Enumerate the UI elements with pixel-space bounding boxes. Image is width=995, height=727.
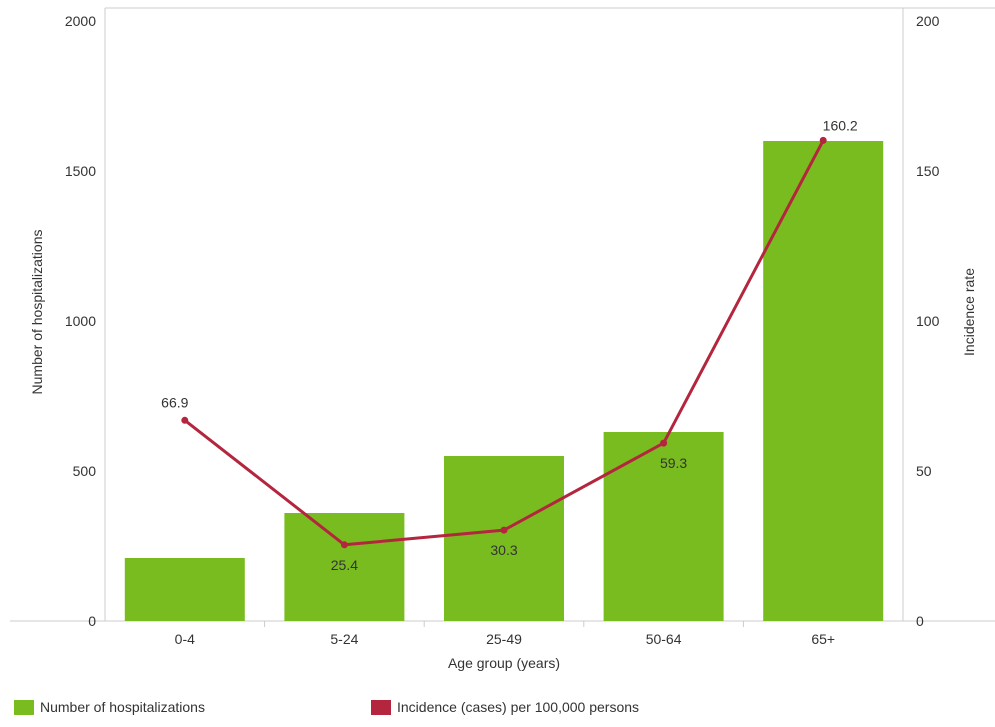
bar-0-4 [124,558,245,621]
y-right-tick-label: 150 [916,163,940,179]
incidence-point-0-4 [181,416,189,424]
x-tick-label-0-4: 0-4 [175,631,195,647]
y-axis-left-title: Number of hospitalizations [29,230,45,395]
y-left-tick-label: 1000 [65,313,96,329]
legend-swatch-incidence [371,699,391,715]
data-label-5-24: 25.4 [331,557,358,573]
ticks-layer: 0-4 5-24 25-49 50-64 65+ 0 500 1000 1500 2000 0 50 1… [65,13,940,647]
incidence-point-50-64 [660,439,668,447]
data-label-0-4: 66.9 [161,394,188,410]
x-axis-title: Age group (years) [448,655,560,671]
y-left-tick-label: 2000 [65,13,96,29]
y-left-tick-label: 500 [73,463,97,479]
incidence-point-65+ [819,136,827,144]
bar-65+ [763,141,884,621]
y-right-tick-label: 100 [916,313,940,329]
y-left-tick-label: 1500 [65,163,96,179]
bar-25-49 [444,456,564,621]
incidence-point-25-49 [500,526,508,534]
data-label-50-64: 59.3 [660,455,687,471]
x-tick-label-65+: 65+ [811,631,835,647]
data-label-65+: 160.2 [823,117,858,133]
labels-layer: 66.9 25.4 30.3 59.3 160.2 [161,117,858,572]
legend-item-incidence: Incidence (cases) per 100,000 persons [371,699,639,715]
legend: Number of hospitalizations Incidence (ca… [14,699,639,715]
line-layer [181,136,827,549]
bar-5-24 [284,513,405,621]
bars-layer [124,141,884,621]
data-label-25-49: 30.3 [490,542,517,558]
y-right-tick-label: 0 [916,613,924,629]
legend-label-incidence: Incidence (cases) per 100,000 persons [397,699,640,715]
y-right-tick-label: 200 [916,13,940,29]
x-tick-label-50-64: 50-64 [646,631,682,647]
legend-item-hospitalizations: Number of hospitalizations [14,699,371,715]
incidence-point-5-24 [340,541,348,549]
y-axis-right-title: Incidence rate [961,268,977,356]
x-tick-label-5-24: 5-24 [330,631,358,647]
y-right-tick-label: 50 [916,463,932,479]
legend-swatch-hospitalizations [14,699,34,715]
legend-label-hospitalizations: Number of hospitalizations [40,699,205,715]
y-left-tick-label: 0 [88,613,96,629]
x-tick-label-25-49: 25-49 [486,631,522,647]
